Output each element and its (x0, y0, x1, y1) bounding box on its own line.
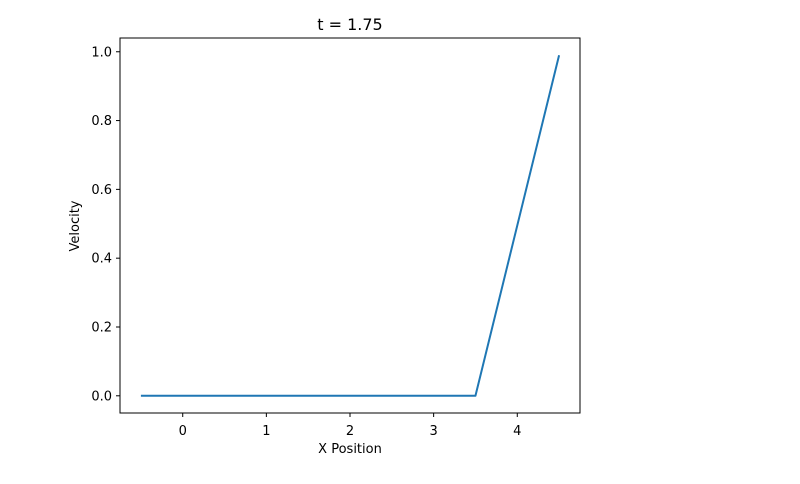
plot-frame (119, 37, 581, 414)
y-tick-label: 0.6 (91, 183, 112, 198)
x-tick-label: 3 (429, 424, 437, 439)
x-axis-ticks: 0 1 2 3 4 (179, 413, 521, 439)
x-tick-label: 2 (346, 424, 354, 439)
x-tick-label: 0 (179, 424, 187, 439)
velocity-line (140, 54, 561, 397)
x-tick-label: 4 (513, 424, 521, 439)
y-tick-label: 0.0 (91, 389, 112, 404)
y-tick-label: 0.8 (91, 114, 112, 129)
y-tick-label: 0.4 (91, 252, 112, 267)
chart-title: t = 1.75 (317, 15, 382, 34)
y-tick-label: 1.0 (91, 45, 112, 60)
x-tick-label: 1 (262, 424, 270, 439)
y-axis-ticks: 0.0 0.2 0.4 0.6 0.8 1.0 (91, 45, 120, 404)
plot-lines (140, 54, 561, 397)
x-axis-label: X Position (318, 442, 382, 457)
y-tick-label: 0.2 (91, 320, 112, 335)
y-axis-label: Velocity (68, 200, 83, 251)
